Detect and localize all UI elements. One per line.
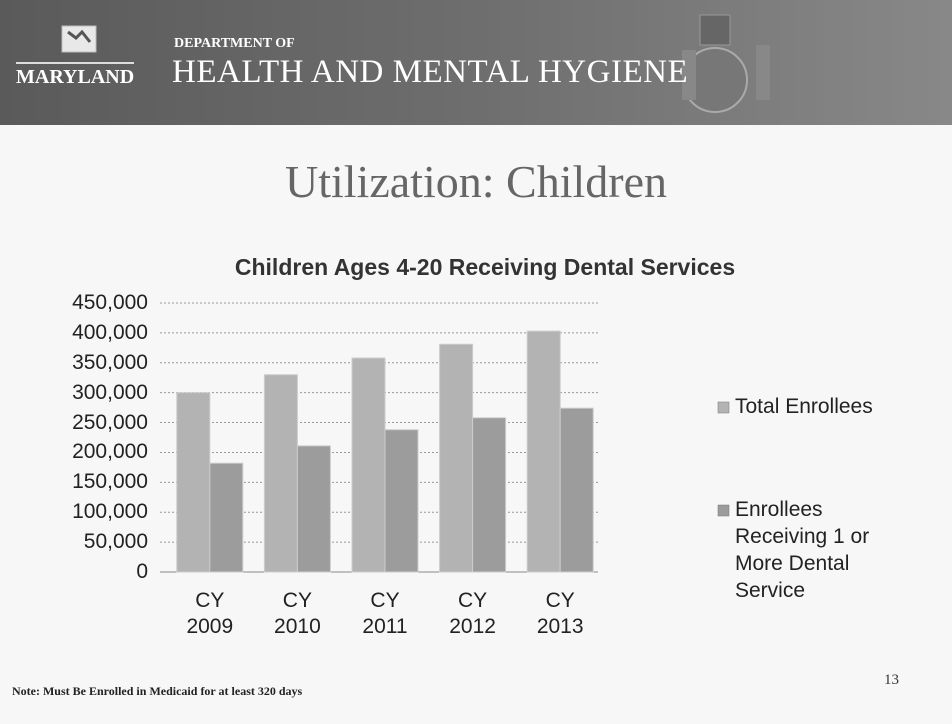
legend-label: Total Enrollees [735, 395, 873, 418]
bar [296, 445, 331, 573]
y-tick-label: 300,000 [72, 380, 148, 404]
y-tick-label: 200,000 [72, 440, 148, 464]
y-tick-label: 400,000 [72, 320, 148, 344]
x-tick-label: CY 2011 [362, 589, 408, 638]
x-tick-label: CY 2009 [186, 589, 234, 638]
y-tick-label: 0 [136, 560, 148, 583]
header-band: MARYLAND DEPARTMENT OF HEALTH AND MENTAL… [0, 0, 952, 125]
y-tick-label: 450,000 [72, 291, 148, 314]
y-tick-label: 350,000 [72, 350, 148, 374]
logo-icon [61, 25, 97, 53]
logo [14, 22, 154, 84]
bar [209, 462, 244, 573]
bar [526, 330, 561, 573]
bar [472, 417, 507, 573]
department: DEPARTMENT OF [174, 36, 295, 51]
agency: HEALTH AND MENTAL HYGIENE [172, 54, 689, 90]
note: Note: Must Be Enrolled in Medicaid for a… [12, 684, 303, 698]
y-tick-label: 250,000 [72, 410, 148, 434]
legend-label: Enrollees Receiving 1 or More Dental Ser… [735, 498, 870, 602]
y-tick-label: 50,000 [83, 530, 148, 554]
logo-text: MARYLAND [16, 62, 135, 89]
x-tick-label: CY 2012 [449, 589, 496, 638]
legend-swatch [717, 504, 730, 517]
x-tick-label: CY 2013 [536, 589, 584, 638]
chart-title: Children Ages 4-20 Receiving Dental Serv… [234, 254, 736, 280]
slide-title: Utilization: Children [285, 156, 667, 207]
bar [351, 357, 386, 573]
y-tick-label: 100,000 [72, 500, 148, 524]
seal-decoration [682, 14, 770, 113]
bar [384, 429, 419, 573]
bar [559, 407, 594, 573]
page-number: 13 [884, 672, 899, 688]
y-tick-label: 150,000 [72, 470, 148, 494]
bar [263, 374, 298, 573]
bar [176, 392, 211, 573]
bar [439, 343, 474, 573]
legend-swatch [717, 401, 730, 414]
x-tick-label: CY 2010 [274, 589, 321, 638]
